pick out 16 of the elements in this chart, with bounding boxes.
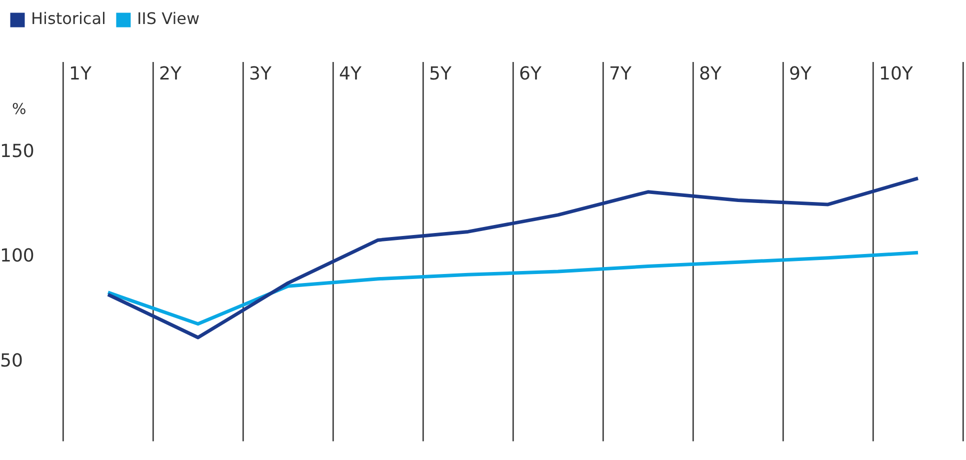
x-tick-label: 8Y (699, 64, 722, 85)
x-tick-label: 4Y (339, 64, 362, 85)
y-tick-label: 100 (0, 246, 34, 267)
y-tick-label: 50 (0, 350, 23, 372)
x-tick-label: 10Y (879, 64, 914, 85)
legend-label: IIS View (136, 9, 200, 28)
x-tick-label: 9Y (789, 64, 812, 85)
x-tick-label: 1Y (69, 64, 92, 85)
x-tick-label: 5Y (429, 64, 452, 85)
y-tick-label: 150 (0, 140, 34, 162)
x-tick-label: 3Y (249, 64, 272, 85)
x-tick-label: 6Y (519, 64, 542, 85)
x-tick-label: 7Y (609, 64, 632, 85)
y-axis-title: % (12, 100, 26, 118)
x-tick-label: 2Y (159, 64, 182, 85)
legend-label: Historical (31, 9, 106, 28)
